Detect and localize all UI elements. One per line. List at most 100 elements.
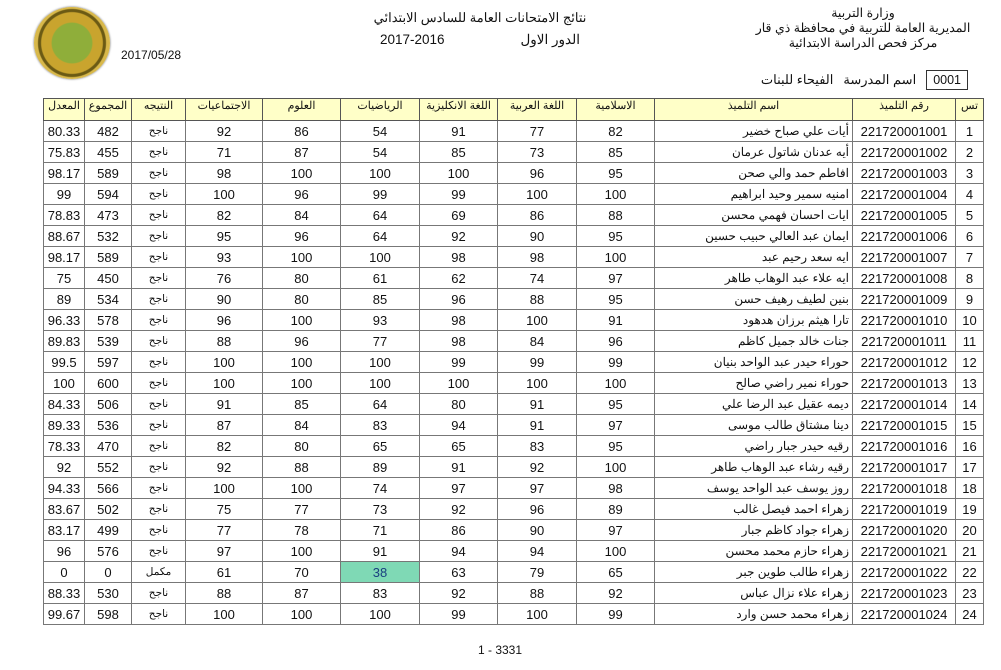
cell-result: ناجح <box>131 225 186 247</box>
report-title-block: نتائج الامتحانات العامة للسادس الابتدائي… <box>360 10 600 48</box>
cell-serial: 8 <box>955 267 984 289</box>
cell-arabic: 100 <box>497 372 577 394</box>
cell-english: 65 <box>419 435 498 457</box>
cell-math: 61 <box>340 267 420 289</box>
cell-serial: 23 <box>955 582 984 604</box>
cell-science: 87 <box>262 582 341 604</box>
cell-total: 530 <box>84 582 132 604</box>
cell-islamic: 85 <box>576 141 655 163</box>
cell-average: 94.33 <box>43 477 85 499</box>
ministry-line: وزارة التربية <box>831 6 895 20</box>
cell-english: 99 <box>419 603 498 625</box>
cell-arabic: 73 <box>497 141 577 163</box>
cell-english: 98 <box>419 330 498 352</box>
cell-arabic: 96 <box>497 162 577 184</box>
results-table: تس رقم التلميذ اسم التلميذ الاسلامية اللغة ا… <box>43 98 984 625</box>
cell-arabic: 83 <box>497 435 577 457</box>
cell-math: 83 <box>340 414 420 436</box>
cell-total: 597 <box>84 351 132 373</box>
cell-science: 80 <box>262 435 341 457</box>
cell-science: 77 <box>262 498 341 520</box>
cell-science: 100 <box>262 351 341 373</box>
table-row: 17 221720001017 رقيه رشاء عبد الوهاب طاهر 1… <box>43 456 984 478</box>
cell-islamic: 95 <box>576 435 655 457</box>
cell-total: 566 <box>84 477 132 499</box>
cell-student-name: زهراء طالب طوين جبر <box>654 561 853 583</box>
cell-serial: 12 <box>955 351 984 373</box>
cell-result: ناجح <box>131 246 186 268</box>
cell-islamic: 96 <box>576 330 655 352</box>
cell-islamic: 100 <box>576 183 655 205</box>
cell-social: 92 <box>185 120 263 142</box>
cell-student-id: 221720001015 <box>852 414 956 436</box>
cell-average: 84.33 <box>43 393 85 415</box>
column-header-serial: تس <box>955 98 984 121</box>
cell-math: 77 <box>340 330 420 352</box>
table-row: 14 221720001014 ديمه عقيل عبد الرضا علي 95 9… <box>43 393 984 415</box>
cell-average: 78.33 <box>43 435 85 457</box>
cell-total: 499 <box>84 519 132 541</box>
cell-math: 100 <box>340 351 420 373</box>
cell-math: 54 <box>340 120 420 142</box>
cell-science: 96 <box>262 183 341 205</box>
cell-islamic: 100 <box>576 540 655 562</box>
cell-arabic: 100 <box>497 309 577 331</box>
cell-total: 473 <box>84 204 132 226</box>
cell-arabic: 88 <box>497 288 577 310</box>
cell-math: 99 <box>340 183 420 205</box>
cell-social: 87 <box>185 414 263 436</box>
cell-result: ناجح <box>131 603 186 625</box>
cell-total: 536 <box>84 414 132 436</box>
cell-social: 100 <box>185 477 263 499</box>
cell-result: ناجح <box>131 162 186 184</box>
cell-student-name: روز يوسف عبد الواحد يوسف <box>654 477 853 499</box>
cell-islamic: 95 <box>576 162 655 184</box>
cell-student-name: ايمان عبد العالي حبيب حسين <box>654 225 853 247</box>
cell-average: 96 <box>43 540 85 562</box>
cell-result: ناجح <box>131 477 186 499</box>
cell-average: 89 <box>43 288 85 310</box>
cell-total: 0 <box>84 561 132 583</box>
cell-social: 76 <box>185 267 263 289</box>
cell-total: 578 <box>84 309 132 331</box>
table-row: 20 221720001020 زهراء جواد كاظم جبار 97 90 86… <box>43 519 984 541</box>
cell-math: 64 <box>340 393 420 415</box>
cell-student-id: 221720001008 <box>852 267 956 289</box>
column-header-student-id: رقم التلميذ <box>852 98 956 121</box>
cell-islamic: 100 <box>576 456 655 478</box>
cell-serial: 11 <box>955 330 984 352</box>
cell-student-name: ايه علاء عبد الوهاب طاهر <box>654 267 853 289</box>
cell-social: 97 <box>185 540 263 562</box>
cell-student-id: 221720001005 <box>852 204 956 226</box>
academic-year: 2017-2016 <box>380 32 445 47</box>
table-row: 9 221720001009 بنين لطيف رهيف حسن 95 88 96 85 8… <box>43 288 984 310</box>
cell-total: 576 <box>84 540 132 562</box>
cell-result: ناجح <box>131 204 186 226</box>
cell-total: 539 <box>84 330 132 352</box>
cell-social: 95 <box>185 225 263 247</box>
table-row: 10 221720001010 تارا هيثم برزان هدهود 91 100… <box>43 309 984 331</box>
cell-student-id: 221720001018 <box>852 477 956 499</box>
cell-serial: 14 <box>955 393 984 415</box>
cell-english: 100 <box>419 162 498 184</box>
cell-result: ناجح <box>131 267 186 289</box>
cell-student-id: 221720001017 <box>852 456 956 478</box>
cell-serial: 7 <box>955 246 984 268</box>
cell-result: ناجح <box>131 141 186 163</box>
table-row: 16 221720001016 رقيه حيدر جبار راضي 95 83 65 6… <box>43 435 984 457</box>
cell-islamic: 88 <box>576 204 655 226</box>
cell-science: 100 <box>262 162 341 184</box>
cell-result: ناجح <box>131 372 186 394</box>
cell-math: 71 <box>340 519 420 541</box>
cell-student-id: 221720001001 <box>852 120 956 142</box>
cell-result: مكمل <box>131 561 186 583</box>
cell-student-id: 221720001019 <box>852 498 956 520</box>
table-row: 23 221720001023 زهراء علاء نزال عباس 92 88 92… <box>43 582 984 604</box>
cell-english: 91 <box>419 456 498 478</box>
cell-average: 75.83 <box>43 141 85 163</box>
cell-total: 589 <box>84 162 132 184</box>
cell-science: 84 <box>262 204 341 226</box>
cell-english: 92 <box>419 582 498 604</box>
cell-student-name: امنيه سمير وحيد ابراهيم <box>654 183 853 205</box>
cell-math: 65 <box>340 435 420 457</box>
